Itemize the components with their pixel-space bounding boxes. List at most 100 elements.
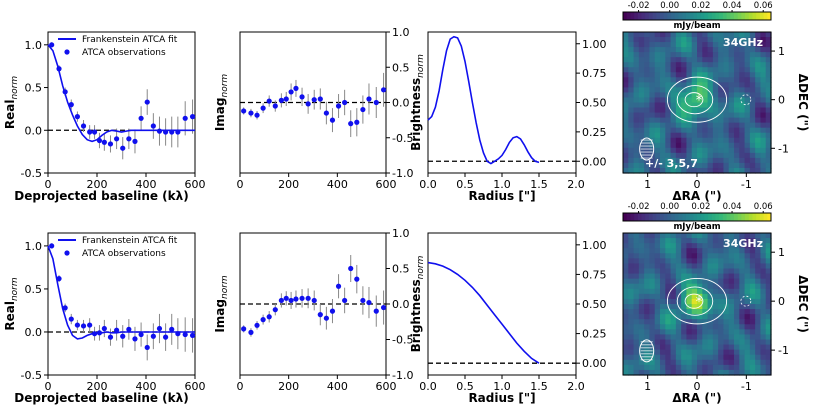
map-cell [749, 268, 756, 275]
map-cell [681, 92, 688, 99]
map-cell [755, 278, 762, 285]
map-cell [654, 339, 661, 346]
map-cell [760, 67, 767, 73]
map-cell [749, 112, 756, 119]
map-cell [686, 349, 693, 356]
map-cell [723, 263, 730, 270]
map-cell [760, 364, 767, 371]
map-cell [675, 273, 682, 280]
map-cell [665, 107, 672, 114]
map-cell [638, 152, 645, 159]
map-cell [623, 167, 629, 174]
map-cell [697, 87, 703, 94]
colorbar-segment [663, 12, 668, 20]
map-cell [702, 57, 709, 63]
map-cell [744, 304, 751, 310]
map-cell [691, 248, 698, 254]
map-cell [628, 77, 635, 83]
obs-point [366, 96, 372, 102]
x-tick-label: 0.5 [456, 178, 474, 191]
map-cell [665, 127, 672, 134]
map-cell [707, 324, 714, 330]
colorbar-segment [704, 213, 709, 221]
obs-point [80, 123, 87, 129]
map-cell [707, 263, 714, 270]
map-cell [644, 314, 651, 320]
map-cell [665, 72, 672, 78]
map-cell [718, 107, 725, 114]
map-cell [633, 278, 640, 285]
map-cell [734, 369, 740, 376]
contour-7sigma [684, 92, 704, 108]
map-cell [718, 298, 725, 305]
obs-point [348, 121, 354, 127]
colorbar-segment [748, 12, 753, 20]
map-cell [644, 364, 651, 371]
map-cell [749, 152, 756, 159]
map-cell [718, 52, 725, 58]
map-cell [681, 334, 688, 341]
map-cell [734, 127, 740, 134]
map-cell [744, 137, 751, 144]
map-cell [765, 258, 772, 265]
y-tick-label: 1 [778, 45, 785, 58]
map-cell [760, 47, 767, 53]
colorbar-segment [763, 12, 768, 20]
map-cell [628, 309, 635, 315]
map-cell [749, 369, 756, 376]
map-cell [707, 288, 714, 295]
map-cell [744, 283, 751, 290]
map-cell [707, 349, 714, 356]
map-cell [744, 369, 751, 376]
map-cell [638, 117, 645, 124]
map-cell [670, 92, 677, 99]
map-cell [755, 102, 762, 109]
map-cell [670, 273, 677, 280]
colorbar-segment [711, 12, 716, 20]
map-cell [638, 359, 645, 366]
map-cell [644, 142, 651, 149]
map-cell [638, 132, 645, 139]
map-cell [623, 359, 629, 366]
map-cell [649, 87, 656, 94]
map-cell [760, 288, 767, 295]
map-cell [712, 349, 719, 356]
map-cell [691, 298, 698, 305]
map-cell [755, 147, 762, 154]
map-cell [749, 137, 756, 144]
map-cell [654, 42, 661, 48]
map-cell [686, 344, 693, 351]
map-cell [718, 112, 725, 119]
map-cell [734, 349, 740, 356]
obs-point [150, 123, 156, 129]
map-cell [707, 167, 714, 174]
x-axis-label: Radius ["] [468, 189, 535, 203]
map-cell [660, 253, 666, 259]
map-cell [654, 47, 661, 53]
map-cell [718, 122, 725, 129]
map-cell [723, 364, 730, 371]
map-cell [660, 334, 666, 341]
map-cell [739, 162, 746, 169]
map-cell [697, 248, 703, 254]
map-cell [638, 167, 645, 174]
map-cell [707, 117, 714, 124]
map-cell [739, 349, 746, 356]
map-cell [638, 304, 645, 310]
map-cell [649, 167, 656, 174]
map-cell [712, 288, 719, 295]
colorbar-segment [678, 213, 683, 221]
map-cell [712, 309, 719, 315]
map-cell [739, 117, 746, 124]
y-tick-label: 0.75 [582, 67, 607, 80]
map-cell [654, 298, 661, 305]
map-cell [697, 82, 703, 88]
map-cell [712, 167, 719, 174]
map-cell [638, 127, 645, 134]
map-cell [675, 112, 682, 119]
map-cell [665, 87, 672, 94]
map-cell [691, 137, 698, 144]
x-axis-label: Radius ["] [468, 391, 535, 405]
map-cell [691, 233, 698, 239]
